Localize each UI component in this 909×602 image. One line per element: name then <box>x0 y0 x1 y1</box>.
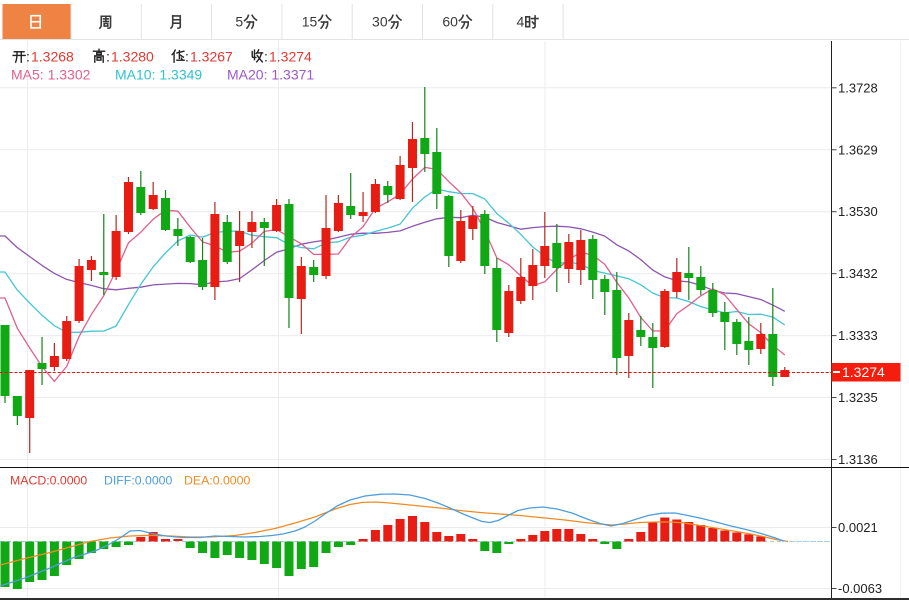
svg-text:4: 4 <box>517 14 525 30</box>
svg-text:MACD:0.0000: MACD:0.0000 <box>10 474 87 488</box>
svg-text:5: 5 <box>235 14 243 30</box>
svg-text:MA20: 1.3371: MA20: 1.3371 <box>227 67 314 83</box>
svg-text:1.3274: 1.3274 <box>842 364 885 380</box>
svg-text:30: 30 <box>372 14 388 30</box>
svg-text:MA5: 1.3302: MA5: 1.3302 <box>11 67 91 83</box>
svg-text:1.3629: 1.3629 <box>838 142 878 157</box>
svg-text:DIFF:0.0000: DIFF:0.0000 <box>104 474 173 488</box>
svg-text:1.3274: 1.3274 <box>269 49 312 65</box>
svg-text:1.3530: 1.3530 <box>838 204 878 219</box>
svg-text:1.3333: 1.3333 <box>838 328 878 343</box>
svg-text::: : <box>264 49 268 65</box>
svg-text:0.0021: 0.0021 <box>838 520 878 535</box>
svg-text:MA10: 1.3349: MA10: 1.3349 <box>115 67 202 83</box>
svg-text:1.3136: 1.3136 <box>838 452 878 467</box>
svg-text:1.3235: 1.3235 <box>838 390 878 405</box>
svg-text:1.3267: 1.3267 <box>190 49 233 65</box>
svg-text::: : <box>106 49 110 65</box>
svg-text:60: 60 <box>442 14 458 30</box>
svg-text:1.3432: 1.3432 <box>838 266 878 281</box>
svg-text:-0.0063: -0.0063 <box>838 581 882 596</box>
svg-text:15: 15 <box>302 14 318 30</box>
svg-text::: : <box>26 49 30 65</box>
svg-text:1.3268: 1.3268 <box>31 49 74 65</box>
svg-text:1.3280: 1.3280 <box>111 49 154 65</box>
svg-text:DEA:0.0000: DEA:0.0000 <box>184 474 250 488</box>
svg-text:1.3728: 1.3728 <box>838 80 878 95</box>
svg-text::: : <box>185 49 189 65</box>
